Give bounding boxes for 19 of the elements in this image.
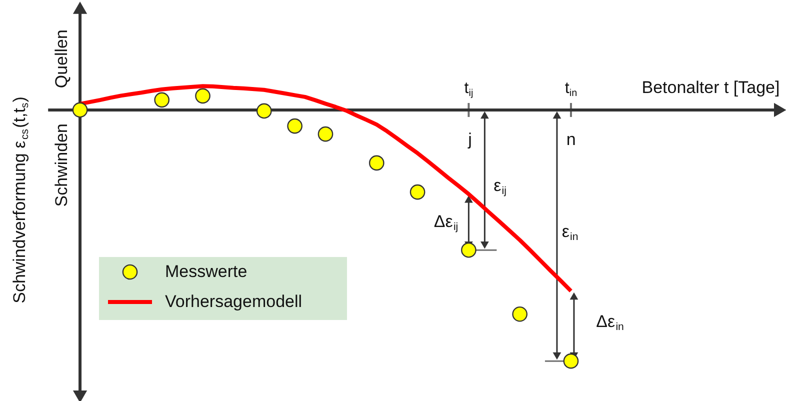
- text: Quellen: [52, 30, 71, 88]
- x-axis-title: Betonalter t [Tage]: [642, 78, 780, 97]
- text: Schwinden: [52, 124, 71, 207]
- point: [287, 118, 302, 134]
- annotation: j: [467, 130, 472, 149]
- point: [72, 102, 88, 118]
- point: [318, 126, 334, 142]
- point: [368, 155, 384, 171]
- legend-label: Messwerte: [165, 262, 248, 281]
- point: [563, 353, 579, 369]
- point: [410, 184, 426, 200]
- point: [195, 88, 210, 104]
- legend-label: Vorhersagemodell: [165, 292, 302, 311]
- point: [154, 92, 170, 108]
- point: [512, 306, 528, 322]
- y-axis-title: Schwindverformung εcs(t,ts): [10, 96, 32, 304]
- annotation: n: [566, 130, 576, 149]
- point: [461, 242, 476, 258]
- point: [256, 103, 272, 119]
